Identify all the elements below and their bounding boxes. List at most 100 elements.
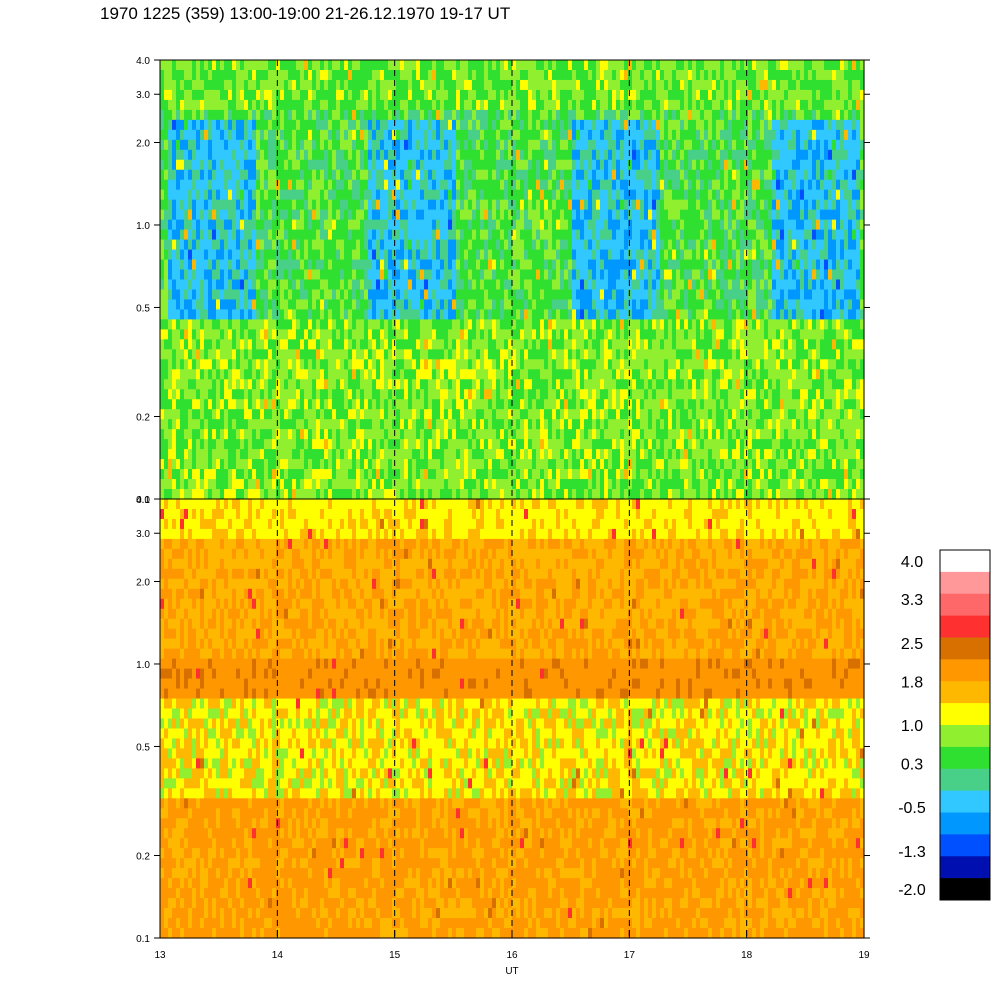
heatmap-cell (636, 159, 641, 171)
heatmap-cell (572, 179, 577, 191)
heatmap-cell (548, 139, 553, 151)
heatmap-cell (372, 259, 377, 271)
heatmap-cell (688, 129, 693, 141)
heatmap-cell (760, 279, 765, 291)
heatmap-cell (780, 109, 785, 121)
heatmap-cell (580, 289, 585, 301)
heatmap-cell (424, 199, 429, 211)
heatmap-cell (692, 299, 697, 311)
heatmap-cell (368, 69, 373, 81)
heatmap-cell (420, 309, 425, 321)
heatmap-cell (684, 60, 689, 71)
heatmap-cell (832, 69, 837, 81)
heatmap-cell (228, 269, 233, 281)
heatmap-cell (524, 109, 529, 121)
heatmap-cell (752, 119, 757, 131)
heatmap-cell (452, 229, 457, 241)
heatmap-cell (212, 319, 217, 330)
heatmap-cell (380, 209, 385, 221)
heatmap-cell (760, 179, 765, 191)
heatmap-cell (416, 149, 421, 161)
heatmap-cell (756, 279, 761, 291)
heatmap-cell (420, 329, 425, 340)
heatmap-cell (188, 79, 193, 91)
heatmap-cell (256, 289, 261, 301)
heatmap-cell (452, 179, 457, 191)
heatmap-cell (260, 309, 265, 321)
heatmap-cell (772, 169, 777, 181)
heatmap-cell (612, 269, 617, 281)
heatmap-cell (828, 69, 833, 81)
heatmap-cell (196, 109, 201, 121)
heatmap-cell (472, 289, 477, 301)
heatmap-cell (464, 259, 469, 271)
heatmap-cell (216, 60, 221, 71)
heatmap-cell (452, 209, 457, 221)
heatmap-cell (220, 329, 225, 340)
heatmap-cell (680, 259, 685, 271)
heatmap-cell (728, 219, 733, 231)
heatmap-cell (772, 89, 777, 101)
heatmap-cell (520, 179, 525, 191)
heatmap-cell (772, 179, 777, 191)
heatmap-cell (380, 69, 385, 81)
heatmap-cell (224, 129, 229, 141)
heatmap-cell (204, 309, 209, 321)
heatmap-cell (716, 99, 721, 111)
heatmap-cell (344, 269, 349, 281)
heatmap-cell (848, 249, 853, 261)
heatmap-cell (636, 199, 641, 211)
heatmap-cell (372, 319, 377, 330)
heatmap-cell (272, 249, 277, 261)
heatmap-cell (472, 199, 477, 211)
heatmap-cell (448, 319, 453, 330)
heatmap-cell (384, 149, 389, 161)
heatmap-cell (272, 79, 277, 91)
heatmap-cell (528, 69, 533, 81)
heatmap-cell (336, 89, 341, 101)
heatmap-cell (204, 279, 209, 291)
heatmap-cell (424, 189, 429, 201)
heatmap-cell (320, 279, 325, 291)
heatmap-cell (532, 259, 537, 271)
heatmap-cell (788, 159, 793, 171)
heatmap-cell (668, 249, 673, 261)
heatmap-cell (188, 179, 193, 191)
heatmap-cell (732, 119, 737, 131)
heatmap-cell (324, 189, 329, 201)
heatmap-cell (176, 279, 181, 291)
heatmap-cell (224, 289, 229, 301)
heatmap-cell (332, 199, 337, 211)
heatmap-cell (500, 169, 505, 181)
heatmap-cell (716, 289, 721, 301)
heatmap-cell (596, 219, 601, 231)
heatmap-cell (856, 219, 861, 231)
heatmap-cell (280, 79, 285, 91)
heatmap-cell (324, 259, 329, 271)
heatmap-cell (548, 169, 553, 181)
heatmap-cell (376, 339, 381, 350)
heatmap-cell (424, 109, 429, 121)
heatmap-cell (388, 89, 393, 101)
heatmap-cell (756, 329, 761, 340)
heatmap-cell (836, 139, 841, 151)
heatmap-cell (584, 229, 589, 241)
heatmap-cell (348, 309, 353, 321)
heatmap-cell (484, 169, 489, 181)
heatmap-cell (372, 309, 377, 321)
heatmap-cell (340, 219, 345, 231)
heatmap-cell (244, 99, 249, 111)
heatmap-cell (760, 119, 765, 131)
heatmap-cell (424, 309, 429, 321)
heatmap-cell (860, 239, 865, 251)
heatmap-cell (716, 239, 721, 251)
heatmap-cell (332, 179, 337, 191)
heatmap-cell (352, 269, 357, 281)
heatmap-cell (376, 79, 381, 91)
heatmap-cell (192, 249, 197, 261)
heatmap-cell (384, 89, 389, 101)
heatmap-cell (548, 89, 553, 101)
heatmap-cell (428, 149, 433, 161)
heatmap-cell (296, 99, 301, 111)
heatmap-cell (800, 119, 805, 131)
